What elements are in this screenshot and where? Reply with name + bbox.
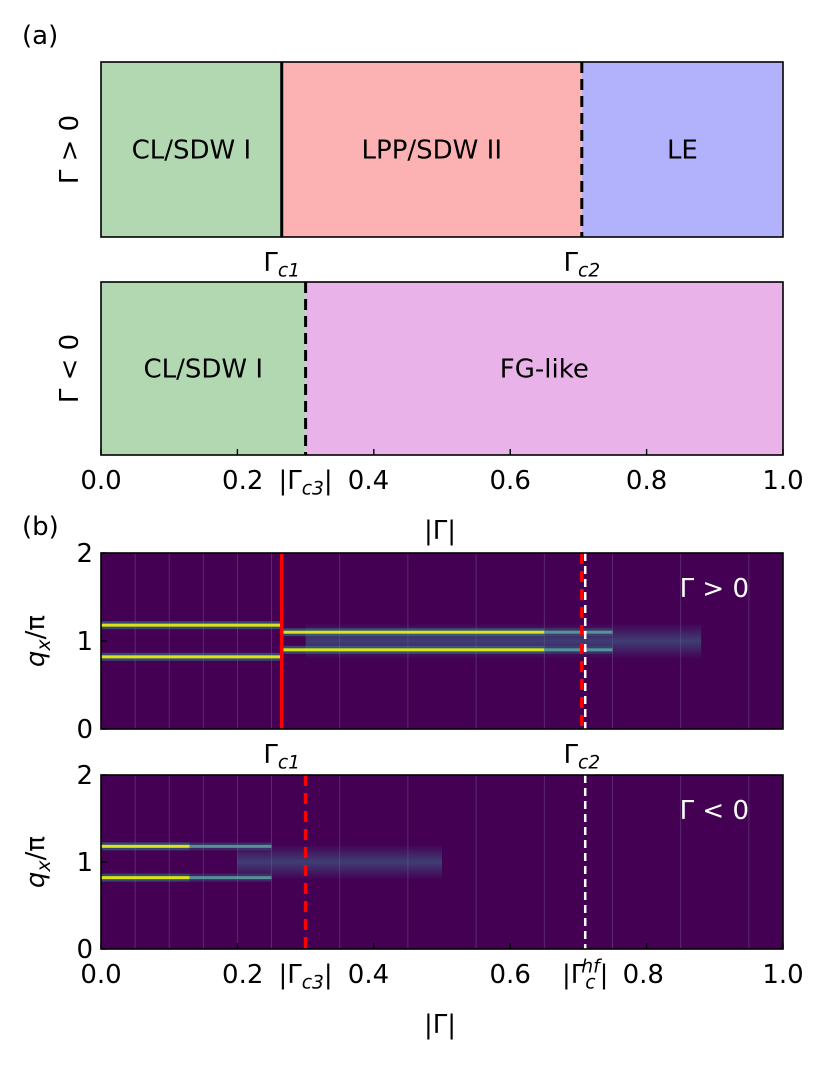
phase-pos-region-label-2: LE	[667, 136, 698, 166]
heatmap-pos-peak-2	[281, 630, 545, 634]
heatmap-neg-ylabel: qx/π	[21, 836, 55, 888]
heatmap-pos-ytick-label-0: 0	[76, 715, 93, 745]
phase-pos-boundary-label-1: Γc2	[563, 248, 600, 282]
heatmap-pos-ytick-label-2: 2	[76, 539, 93, 569]
phase-neg-region-label-1: FG-like	[500, 355, 589, 385]
phase-pos-frame	[100, 61, 784, 238]
phase-diagram-layer: CL/SDW I LPP/SDW II LE CL/SDW I FG-like	[101, 62, 783, 455]
phase-neg-frame	[100, 281, 784, 456]
phase-neg-xtick-label-0: 0.0	[80, 466, 121, 496]
heatmap-neg-boundary-label-0: |Γc3|	[278, 960, 332, 994]
heatmap-pos-ytick-label-1: 1	[76, 627, 93, 657]
phase-neg-xtick-label-1: 0.2	[222, 466, 263, 496]
heatmap-neg-boundary-label-1: |Γchf|	[562, 957, 608, 994]
heatmap-neg-xlabel: |Γ|	[424, 1010, 456, 1040]
phase-neg-region-1	[305, 282, 783, 455]
heatmap-neg-glow	[237, 844, 442, 880]
heatmap-layer	[100, 553, 783, 949]
panel-label-a: (a)	[22, 21, 58, 51]
phase-neg-xtick-label-2: 0.4	[348, 466, 389, 496]
heatmap-neg-peak-0	[101, 844, 190, 848]
phase-neg-xtick-label-3: 0.6	[490, 466, 531, 496]
heatmap-neg-peak-3	[189, 876, 272, 880]
heatmap-pos-peak-3	[281, 648, 545, 652]
phase-pos-region-label-1: LPP/SDW II	[362, 136, 502, 166]
heatmap-neg-peak-1	[101, 876, 190, 880]
phase-neg-xlabel: |Γ|	[424, 516, 456, 546]
heatmap-neg-ytick-label-0: 0	[76, 935, 93, 965]
heatmap-neg-peak-2	[189, 844, 272, 848]
phase-neg-boundary-label-0: |Γc3|	[278, 466, 332, 500]
phase-pos-region-2	[581, 62, 783, 237]
heatmap-neg-ytick-label-2: 2	[76, 761, 93, 791]
phase-neg-xtick-label-5: 1.0	[762, 466, 803, 496]
heatmap-pos-boundary-label-0: Γc1	[263, 740, 300, 774]
phase-pos-region-1	[281, 62, 582, 237]
heatmap-pos-peak-5	[544, 648, 613, 652]
heatmap-neg-annotation: Γ < 0	[680, 796, 749, 826]
heatmap-neg-xtick-label-5: 1.0	[762, 960, 803, 990]
phase-neg-region-label-0: CL/SDW I	[144, 355, 264, 385]
phase-pos-region-0	[101, 62, 282, 237]
heatmap-pos-peak-1	[101, 655, 282, 659]
heatmap-pos-ylabel: qx/π	[21, 615, 55, 667]
heatmap-pos-boundary-label-1: Γc2	[563, 740, 600, 774]
heatmap-pos-peak-0	[101, 623, 282, 627]
heatmap-pos-peak-4	[544, 630, 613, 634]
panel-label-b: (b)	[22, 512, 59, 542]
phase-pos-region-label-0: CL/SDW I	[132, 136, 252, 166]
heatmap-neg-ytick-label-1: 1	[76, 848, 93, 878]
phase-pos-ylabel: Γ > 0	[55, 115, 85, 184]
phase-neg-xtick-label-4: 0.8	[626, 466, 667, 496]
heatmap-neg-xtick-label-2: 0.4	[348, 960, 389, 990]
heatmap-neg-xtick-label-3: 0.6	[490, 960, 531, 990]
phase-neg-region-0	[101, 282, 306, 455]
heatmap-neg-xtick-label-4: 0.8	[623, 960, 664, 990]
axes-layer: Γc1 Γc2 Γ > 0 |Γc3| Γ < 0 0.0 0.2 0.4 0.6 0.8 1.0 |…	[21, 61, 804, 1040]
heatmap-neg-xtick-label-1: 0.2	[222, 960, 263, 990]
heatmap-pos-annotation: Γ > 0	[680, 574, 749, 604]
phase-neg-ylabel: Γ < 0	[55, 334, 85, 403]
phase-pos-boundary-label-0: Γc1	[263, 248, 300, 282]
heatmap-neg-xtick-label-0: 0.0	[80, 960, 121, 990]
